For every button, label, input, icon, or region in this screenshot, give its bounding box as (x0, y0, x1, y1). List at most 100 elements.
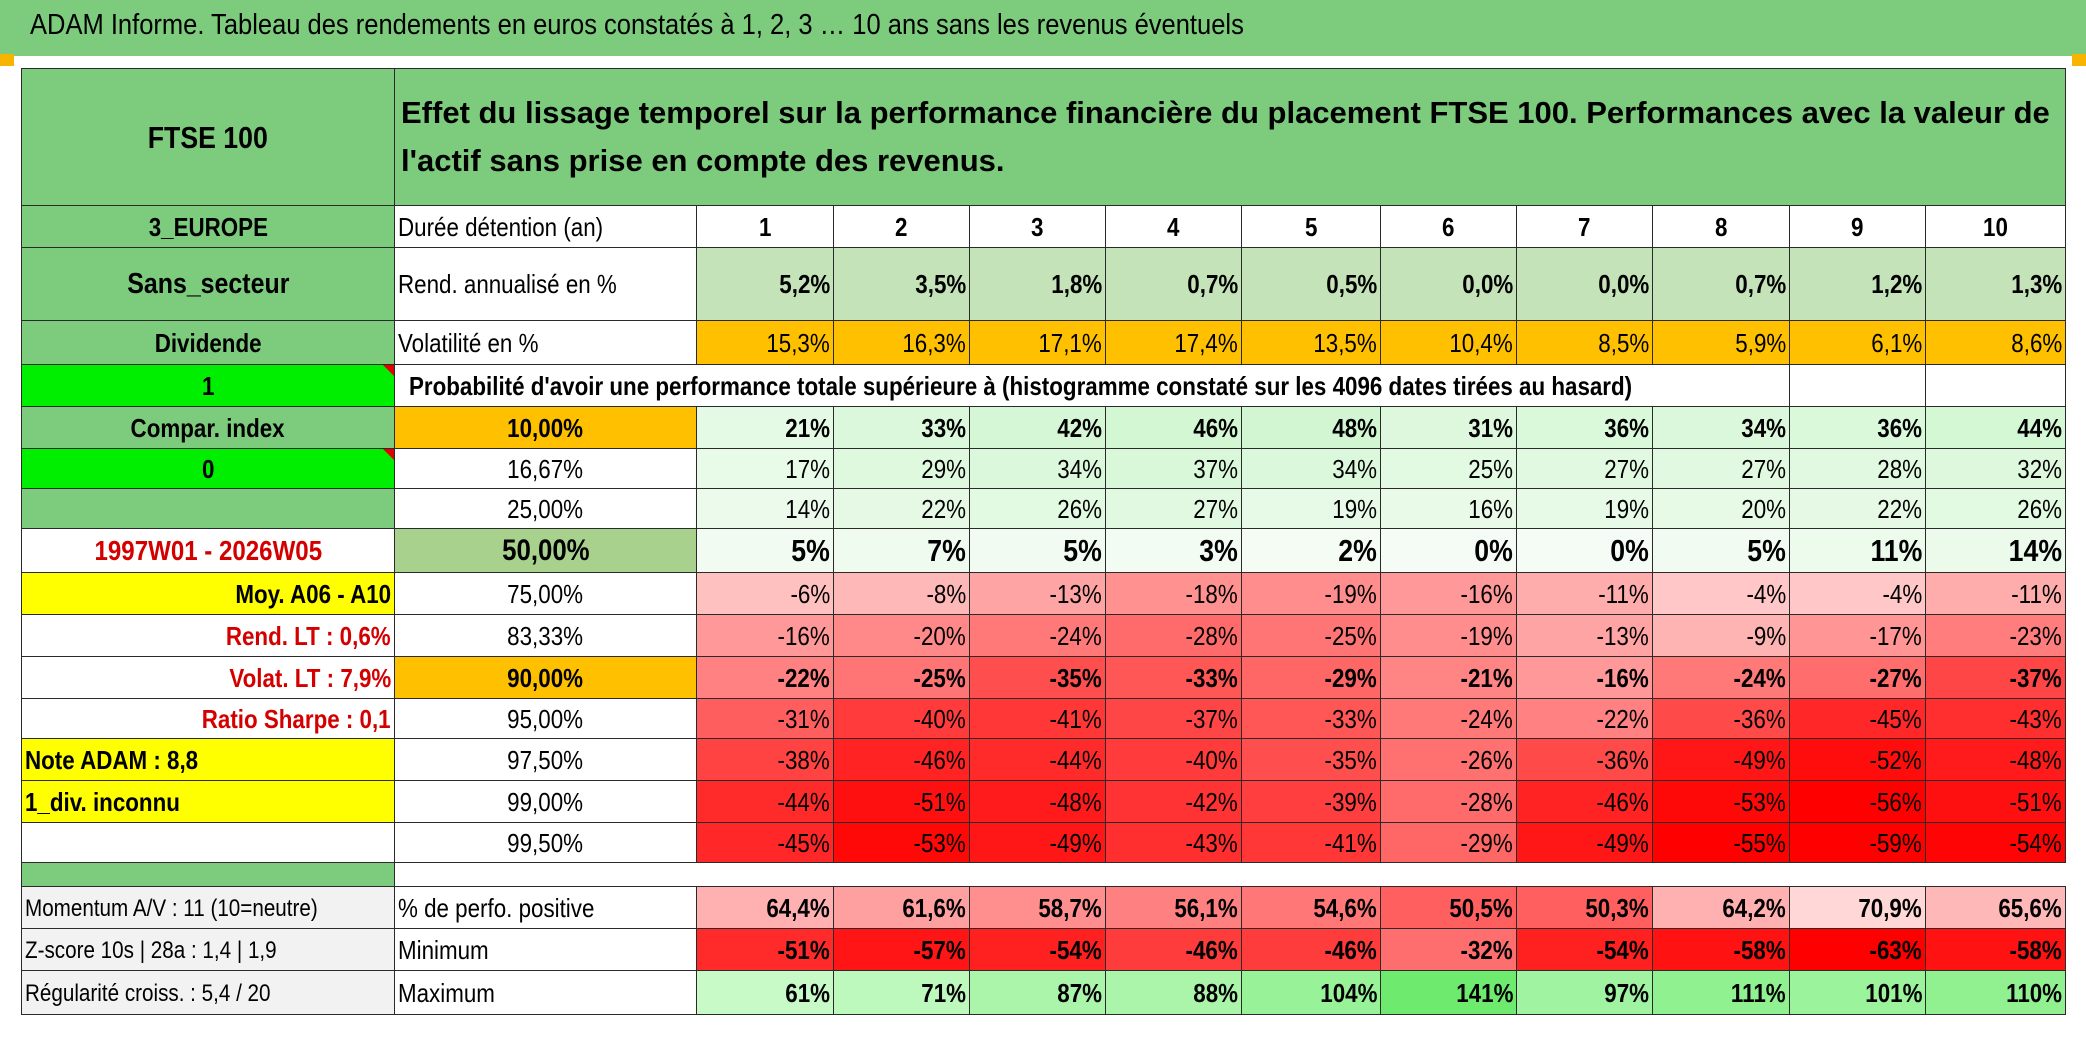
summary-value-cell: 97% (1516, 970, 1653, 1015)
summary-value: 50,5% (1449, 892, 1513, 923)
quantile-value: 0% (1474, 533, 1513, 568)
year-cell: 1 (696, 205, 834, 248)
quantile-value-cell: -4% (1652, 572, 1790, 615)
corner-marker (2072, 54, 2086, 66)
quantile-value-cell: -26% (1380, 738, 1517, 781)
quantile-value-cell: -49% (1652, 738, 1790, 781)
quantile-value-cell: -33% (1241, 698, 1381, 739)
rendement-row: Sans_secteur Rend. annualisé en % 5,2% 3… (21, 247, 2067, 321)
quantile-value-cell: -51% (833, 780, 970, 823)
quantile-label-cell: 10,00% (394, 406, 697, 449)
quantile-row: 0 16,67% 17% 29% 34% 37% 34% 25% 27% 27% 28% 32% (21, 448, 2067, 489)
quantile-value-cell: 0% (1380, 528, 1517, 573)
quantile-value-cell: -11% (1516, 572, 1653, 615)
adam-note-cell: Note ADAM : 8,8 (21, 738, 395, 781)
moy-label: Moy. A06 - A10 (235, 578, 391, 609)
quantile-value-cell: 11% (1789, 528, 1926, 573)
quantile-value-cell: -31% (696, 698, 834, 739)
quantile-value: -26% (1460, 744, 1513, 775)
quantile-value: -44% (777, 786, 830, 817)
quantile-label: 99,00% (507, 786, 584, 817)
quantile-value: -40% (1185, 744, 1238, 775)
quantile-value: -11% (1598, 578, 1649, 609)
quantile-value-cell: -24% (969, 614, 1106, 657)
summary-value: 97% (1604, 977, 1649, 1008)
quantile-value-cell: 14% (696, 488, 834, 529)
quantile-value: -19% (1460, 620, 1513, 651)
quantile-value: 22% (921, 493, 966, 524)
quantile-value: -54% (2009, 827, 2063, 858)
summary-value: -46% (1324, 934, 1377, 965)
summary-value-cell: 141% (1380, 970, 1517, 1015)
quantile-value-cell: 2% (1241, 528, 1381, 573)
volatility-value: 17,4% (1174, 327, 1238, 358)
summary-value: 87% (1057, 977, 1102, 1008)
quantile-value-cell: -38% (696, 738, 834, 781)
volatility-value: 8,5% (1598, 327, 1649, 358)
quantile-value-cell: 17% (696, 448, 834, 489)
quantile-value-cell: -36% (1516, 738, 1653, 781)
quantile-label: 90,00% (507, 662, 584, 693)
summary-value-cell: 54,6% (1241, 886, 1381, 929)
quantile-value-cell: 14% (1924, 528, 2067, 573)
summary-value: 104% (1319, 977, 1377, 1008)
summary-value-cell: 110% (1924, 970, 2067, 1015)
flag-value-cell[interactable]: 0 (21, 448, 395, 489)
quantile-value: -55% (1733, 827, 1786, 858)
summary-value: 64,4% (766, 892, 830, 923)
quantile-value-cell: -8% (833, 572, 970, 615)
summary-label: Minimum (398, 934, 489, 965)
page-title: ADAM Informe. Tableau des rendements en … (30, 9, 1244, 41)
quantile-row: Volat. LT : 7,9% 90,00% -22% -25% -35% -33% -2… (21, 656, 2067, 699)
quantile-value: -20% (913, 620, 966, 651)
quantile-value: 20% (1741, 493, 1786, 524)
quantile-value: 5% (791, 533, 830, 568)
quantile-value: 28% (1877, 453, 1922, 484)
year-value: 3 (1031, 211, 1044, 242)
rendement-cell: 1,8% (969, 247, 1106, 321)
rendement-value: 1,8% (1051, 269, 1102, 299)
rendement-value: 0,7% (1735, 269, 1786, 299)
quantile-value-cell: -44% (696, 780, 834, 823)
quantile-label-cell: 83,33% (394, 614, 697, 657)
probability-caption: Probabilité d'avoir une performance tota… (409, 370, 1633, 401)
quantile-value-cell: -6% (696, 572, 834, 615)
year-cell: 7 (1516, 205, 1653, 248)
rendement-cell: 5,2% (696, 247, 834, 321)
compar-index: Compar. index (130, 412, 286, 443)
volatility-cell: 13,5% (1241, 320, 1381, 365)
flag-cell[interactable]: 1 (21, 364, 395, 407)
quantile-value: -16% (777, 620, 830, 651)
quantile-value: 34% (1332, 453, 1377, 484)
quantile-value: 37% (1193, 453, 1238, 484)
summary-value-cell: 56,1% (1105, 886, 1242, 929)
quantile-value-cell: -53% (1652, 780, 1790, 823)
quantile-value: 5% (1747, 533, 1786, 568)
quantile-value: -21% (1460, 662, 1513, 693)
quantile-value-cell: -22% (696, 656, 834, 699)
quantile-value-cell: 27% (1652, 448, 1790, 489)
quantile-value-cell: -56% (1789, 780, 1926, 823)
quantile-value: -9% (1746, 620, 1786, 651)
quantile-value-cell: -19% (1380, 614, 1517, 657)
quantile-value-cell: -28% (1380, 780, 1517, 823)
quantile-value-cell: 29% (833, 448, 970, 489)
summary-value-cell: -54% (1516, 928, 1653, 971)
quantile-value-cell: -25% (1241, 614, 1381, 657)
quantile-value-cell: -54% (1924, 822, 2067, 863)
summary-value-cell: 58,7% (969, 886, 1106, 929)
rendement-cell: 0,0% (1516, 247, 1653, 321)
quantile-value-cell: 36% (1789, 406, 1926, 449)
year-value: 1 (758, 211, 772, 242)
quantile-value-cell: -48% (969, 780, 1106, 823)
quantile-row: 1997W01 - 2026W05 50,00% 5% 7% 5% 3% 2% 0% 0% 5% 1… (21, 528, 2067, 573)
quantile-value: -52% (1869, 744, 1922, 775)
quantile-value: -33% (1185, 662, 1238, 693)
summary-label: Maximum (398, 977, 495, 1008)
quantile-value-cell: 37% (1105, 448, 1242, 489)
quantile-value: -59% (1869, 827, 1922, 858)
quantile-value: 17% (785, 453, 830, 484)
summary-side-cell: Momentum A/V : 11 (10=neutre) (21, 886, 395, 929)
quantile-value: 5% (1063, 533, 1102, 568)
summary-value-cell: -46% (1241, 928, 1381, 971)
